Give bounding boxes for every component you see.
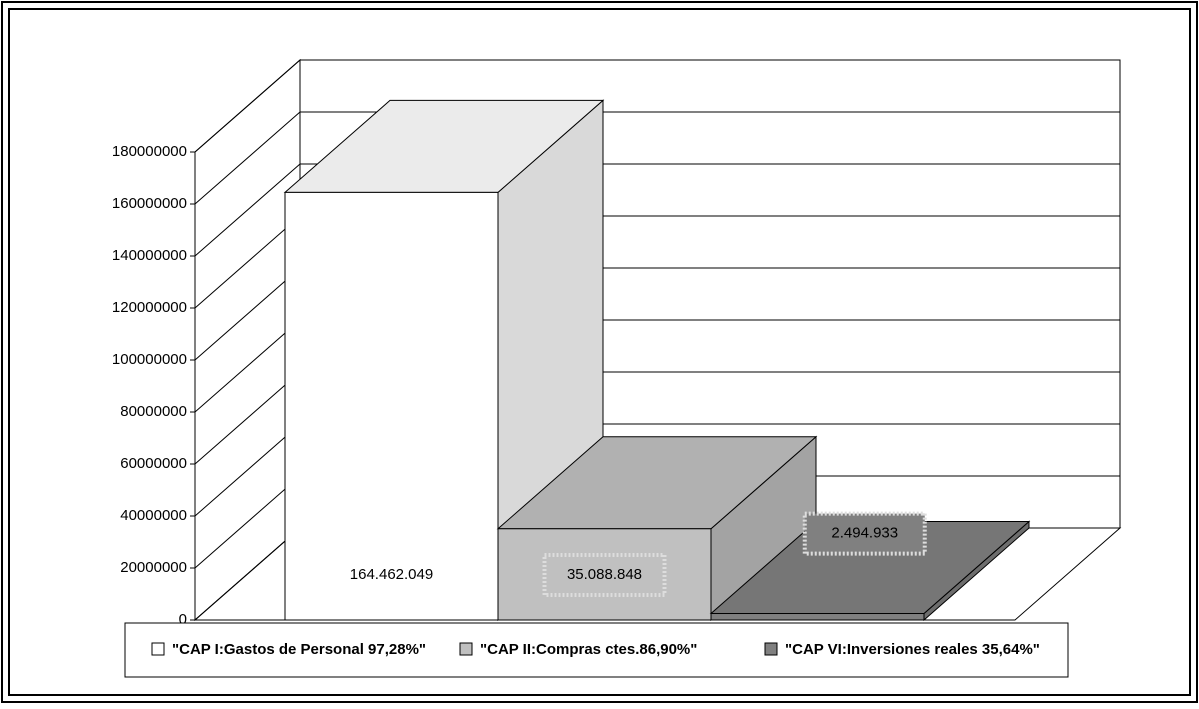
legend-label: "CAP I:Gastos de Personal 97,28%" bbox=[172, 641, 426, 658]
value-label: 35.088.848 bbox=[567, 566, 642, 583]
bar bbox=[284, 191, 499, 621]
grid-line bbox=[194, 59, 1120, 153]
value-label-box bbox=[542, 553, 667, 597]
legend-swatch bbox=[764, 642, 778, 656]
y-tick-label: 20000000 bbox=[120, 559, 187, 576]
y-tick-label: 180000000 bbox=[112, 143, 187, 160]
legend-box bbox=[124, 622, 1069, 678]
grid-line bbox=[194, 163, 1120, 257]
y-tick-label: 140000000 bbox=[112, 247, 187, 264]
value-label: 2.494.933 bbox=[831, 525, 898, 542]
side-wall bbox=[194, 58, 301, 622]
legend-label: "CAP VI:Inversiones reales 35,64%" bbox=[785, 641, 1040, 658]
y-tick-label: 100000000 bbox=[112, 351, 187, 368]
bars: 164.462.049 35.088.848 2.494.933 bbox=[283, 99, 1031, 622]
y-tick-label: 120000000 bbox=[112, 299, 187, 316]
value-label: 164.462.049 bbox=[350, 566, 433, 583]
legend: "CAP I:Gastos de Personal 97,28%" "CAP II… bbox=[151, 641, 1040, 658]
y-tick-label: 60000000 bbox=[120, 455, 187, 472]
bar bbox=[710, 613, 925, 621]
inner-frame bbox=[8, 8, 1191, 696]
y-tick-label: 160000000 bbox=[112, 195, 187, 212]
legend-swatch bbox=[459, 642, 473, 656]
y-tick-label: 40000000 bbox=[120, 507, 187, 524]
grid-line bbox=[194, 111, 1120, 205]
value-label-box bbox=[802, 511, 927, 556]
y-tick-label: 0 bbox=[179, 611, 187, 628]
legend-swatch bbox=[151, 642, 165, 656]
legend-label: "CAP II:Compras ctes.86,90%" bbox=[480, 641, 697, 658]
y-tick-label: 80000000 bbox=[120, 403, 187, 420]
